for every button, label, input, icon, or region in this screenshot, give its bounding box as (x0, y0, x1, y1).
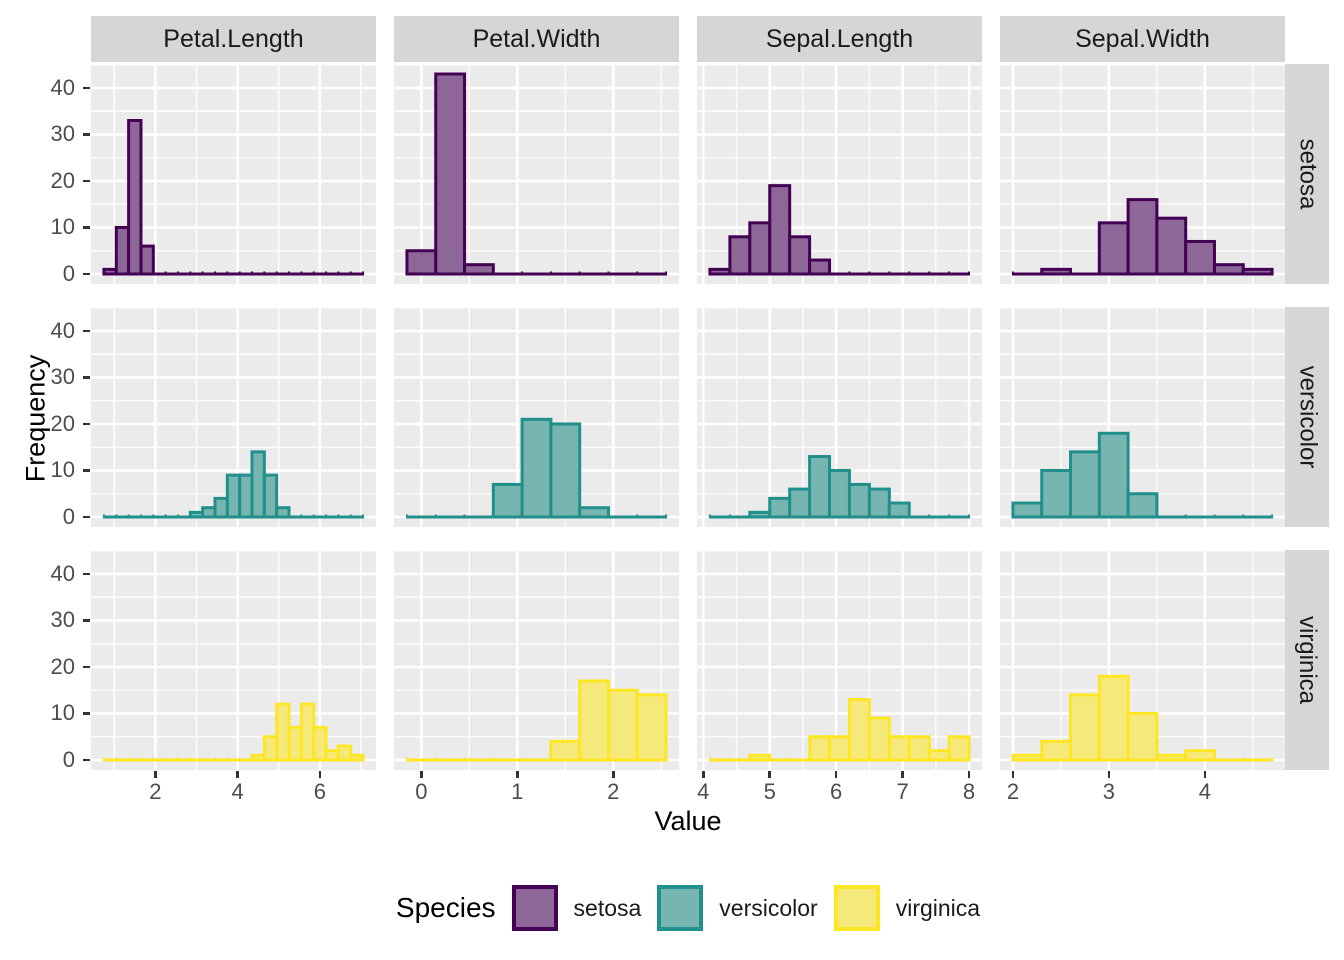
x-tick-mark (612, 771, 615, 778)
panel-setosa-sepal-width (1000, 64, 1285, 284)
y-tick-mark (83, 712, 90, 715)
x-tick-mark (236, 771, 239, 778)
x-tick-label: 6 (830, 779, 843, 804)
panel-versicolor-petal-width (394, 307, 679, 527)
facet-row-label: versicolor (1294, 365, 1322, 469)
y-tick-label: 0 (62, 261, 75, 286)
y-tick-label: 30 (50, 364, 75, 390)
facet-column-strip-sepal-length: Sepal.Length (697, 16, 982, 62)
y-tick-mark (83, 133, 90, 136)
x-tick-mark (967, 771, 971, 778)
x-tick-mark (834, 771, 838, 778)
panel-versicolor-petal-length (91, 307, 376, 527)
y-tick-mark (83, 86, 90, 90)
y-tick-label: 0 (62, 747, 75, 772)
y-tick-mark (83, 422, 90, 426)
panel-virginica-petal-width (394, 550, 679, 770)
x-tick-label: 4 (1198, 779, 1211, 804)
y-tick-mark (83, 226, 90, 229)
y-tick-mark (83, 272, 90, 276)
panel-setosa-sepal-length (697, 64, 982, 284)
y-tick-label: 40 (50, 560, 75, 586)
y-tick-mark (83, 376, 90, 379)
facet-row-strip-setosa: setosa (1285, 64, 1329, 284)
legend-label-virginica: virginica (895, 894, 981, 921)
panel-virginica-sepal-width (1000, 550, 1285, 770)
y-tick-mark (83, 665, 90, 669)
x-tick-mark (1203, 771, 1207, 778)
x-tick-label: 2 (1006, 779, 1020, 804)
y-tick-label: 20 (50, 410, 75, 436)
y-tick-mark (83, 469, 90, 472)
legend-title: Species (395, 892, 496, 923)
x-tick-label: 2 (607, 779, 620, 804)
legend-key-versicolor (657, 885, 704, 931)
x-tick-label: 7 (896, 779, 909, 804)
facet-row-label: setosa (1294, 138, 1321, 210)
y-tick-label: 30 (50, 607, 75, 633)
panel-virginica-sepal-length (697, 550, 982, 770)
x-tick-label: 5 (763, 779, 776, 804)
x-tick-mark (154, 771, 157, 778)
x-tick-label: 0 (415, 779, 428, 804)
legend-label-versicolor: versicolor (719, 894, 818, 921)
x-tick-mark (768, 771, 771, 778)
y-tick-label: 20 (50, 167, 75, 193)
facet-row-strip-virginica: virginica (1285, 550, 1329, 770)
facet-column-strip-sepal-width: Sepal.Width (1000, 16, 1285, 62)
x-tick-label: 6 (313, 779, 326, 804)
x-tick-mark (901, 771, 904, 778)
y-tick-mark (83, 572, 90, 576)
panel-setosa-petal-width (394, 64, 679, 284)
x-tick-label: 1 (511, 779, 524, 804)
y-tick-label: 40 (50, 317, 75, 343)
x-tick-label: 4 (697, 779, 710, 804)
panel-versicolor-sepal-width (1000, 307, 1285, 527)
x-tick-label: 4 (231, 779, 244, 804)
legend: Species setosa versicolor virginica (32, 878, 1344, 938)
x-tick-mark (318, 771, 322, 778)
x-tick-label: 2 (149, 779, 162, 804)
panel-versicolor-sepal-length (697, 307, 982, 527)
facet-row-strip-versicolor: versicolor (1285, 307, 1329, 527)
facet-column-strip-petal-length: Petal.Length (91, 16, 376, 62)
y-tick-mark (83, 515, 90, 519)
y-tick-mark (83, 619, 90, 622)
y-tick-label: 10 (50, 214, 75, 240)
y-axis-title: Frequency (20, 354, 51, 483)
x-tick-label: 3 (1102, 779, 1116, 804)
x-tick-label: 8 (962, 779, 976, 804)
legend-key-virginica (833, 885, 880, 931)
y-tick-mark (83, 329, 90, 333)
y-tick-label: 30 (50, 121, 75, 147)
y-tick-label: 10 (50, 457, 75, 483)
y-tick-label: 40 (50, 74, 75, 100)
x-axis-title: Value (654, 806, 722, 836)
x-tick-mark (1011, 771, 1015, 778)
y-tick-mark (83, 758, 90, 762)
facet-row-label: virginica (1294, 615, 1321, 705)
facet-column-strip-petal-width: Petal.Width (394, 16, 679, 62)
panel-virginica-petal-length (91, 550, 376, 770)
panel-setosa-petal-length (91, 64, 376, 284)
x-tick-mark (420, 771, 423, 778)
x-tick-mark (702, 771, 705, 778)
y-tick-label: 20 (50, 653, 75, 679)
x-tick-mark (516, 771, 519, 778)
legend-label-setosa: setosa (573, 894, 642, 921)
y-tick-mark (83, 179, 90, 183)
legend-key-setosa (511, 885, 558, 931)
y-tick-label: 0 (62, 504, 75, 529)
x-tick-mark (1107, 771, 1111, 778)
y-tick-label: 10 (50, 700, 75, 726)
